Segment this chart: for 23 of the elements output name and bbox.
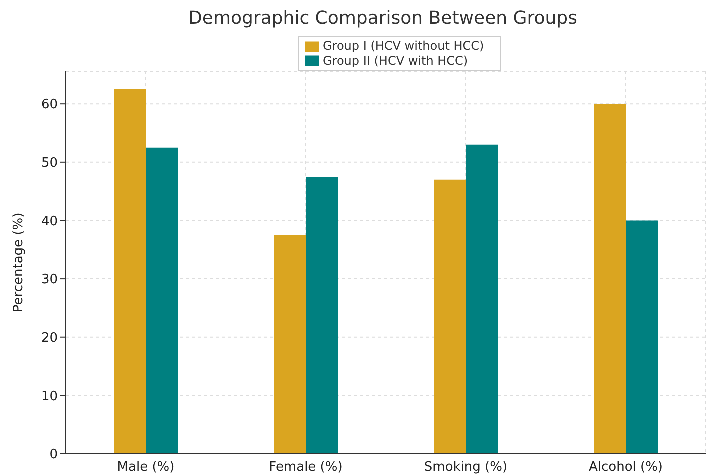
bar [434,180,466,454]
x-tick-label: Male (%) [117,460,175,476]
y-tick-label: 30 [41,272,58,288]
x-tick-label: Smoking (%) [424,460,508,476]
bar [114,90,146,454]
y-axis-title: Percentage (%) [12,212,27,313]
bar [626,220,658,454]
bar [594,104,626,454]
x-tick-label: Female (%) [269,460,343,476]
bar [146,148,178,454]
y-tick-label: 20 [41,330,58,346]
legend-label: Group II (HCV with HCC) [323,54,468,68]
legend-label: Group I (HCV without HCC) [323,39,484,53]
bar [274,235,306,454]
bar [466,144,498,454]
y-tick-label: 50 [41,156,58,172]
y-tick-label: 40 [41,214,58,230]
y-tick-label: 0 [50,448,58,463]
bar [306,176,338,454]
y-tick-label: 60 [41,98,58,113]
chart-title: Demographic Comparison Between Groups [188,8,578,31]
x-tick-label: Alcohol (%) [588,460,664,476]
y-tick-label: 10 [41,389,58,404]
